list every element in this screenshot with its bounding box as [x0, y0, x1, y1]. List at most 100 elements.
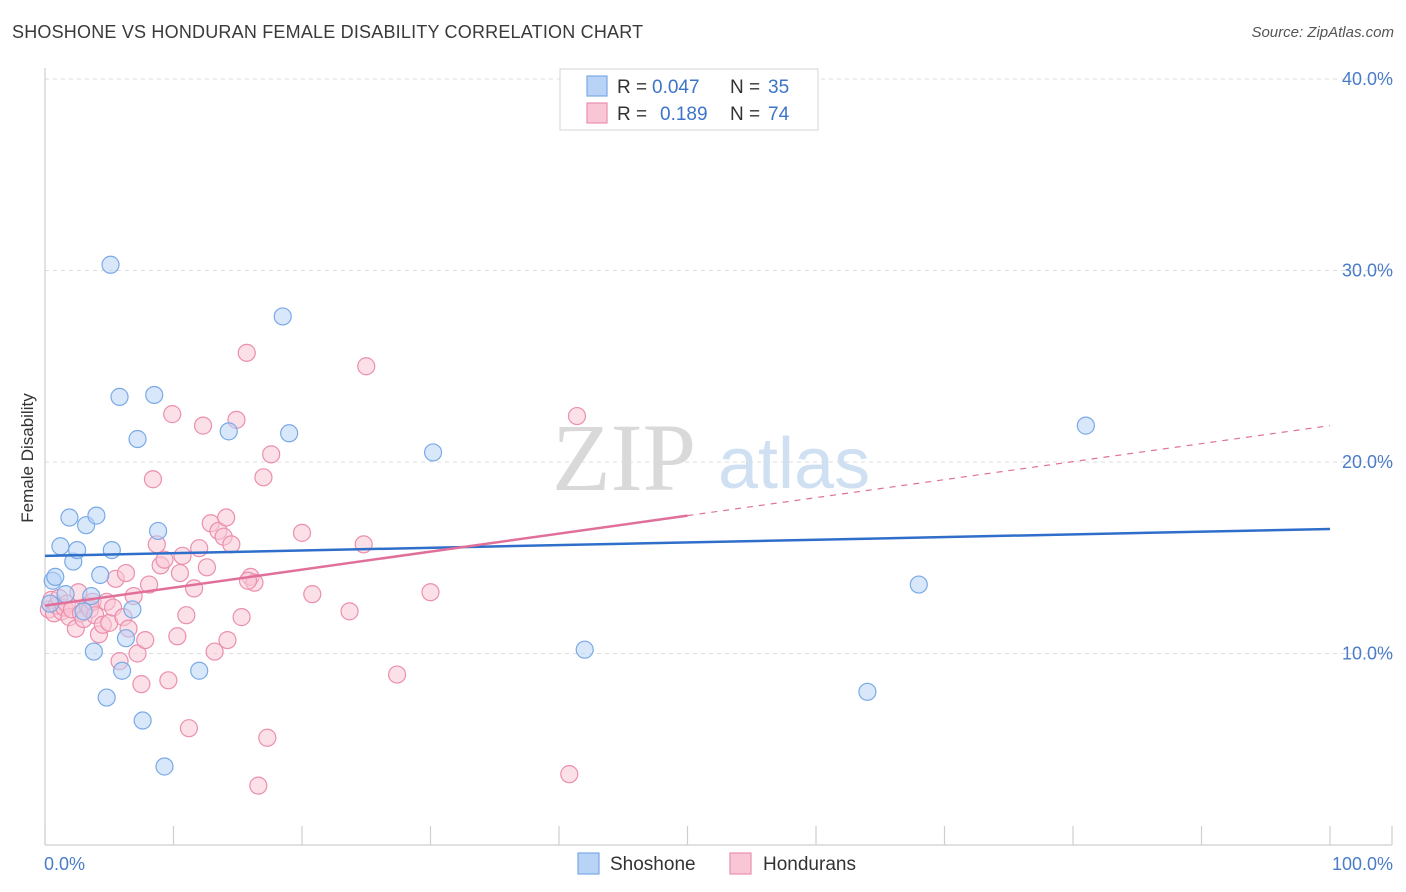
shoshone-point-16 [116, 629, 136, 648]
honduran-point-38 [168, 627, 187, 646]
honduran-point-30 [136, 630, 155, 650]
honduran-point-31 [139, 575, 159, 594]
shoshone-point-4 [60, 508, 79, 527]
honduran-point-54 [237, 343, 256, 362]
y-tick-label-10: 10.0% [1342, 644, 1393, 664]
shoshone-point-1 [46, 567, 65, 587]
honduran-trend-line-extension [687, 425, 1331, 517]
honduran-point-61 [217, 508, 236, 527]
shoshone-point-26 [273, 307, 292, 326]
shoshone-point-10 [87, 506, 106, 525]
honduran-point-36 [159, 671, 178, 690]
honduran-point-59 [258, 728, 277, 747]
shoshone-point-15 [112, 661, 132, 680]
y-tick-labels: 10.0% 20.0% 30.0% 40.0% [1342, 69, 1393, 664]
honduran-point-67 [387, 665, 407, 684]
shoshone-point-32 [1076, 416, 1095, 435]
shoshone-point-2 [51, 537, 70, 556]
honduran-point-44 [193, 416, 213, 435]
honduran-point-71 [170, 563, 190, 583]
shoshone-point-18 [101, 255, 120, 274]
bottom-legend-swatch-honduran [729, 852, 752, 875]
honduran-point-28 [128, 644, 147, 663]
honduran-point-35 [155, 550, 174, 569]
x-tick-label-min: 0.0% [44, 854, 85, 874]
shoshone-point-27 [280, 424, 299, 443]
legend-r-label-honduran: R = [617, 104, 647, 125]
honduran-point-43 [190, 539, 209, 558]
shoshone-point-11 [91, 565, 110, 585]
bottom-legend: Shoshone Hondurans [577, 852, 856, 875]
shoshone-point-20 [133, 711, 152, 730]
grid-lines [45, 78, 1392, 654]
legend-r-value-honduran: 0.189 [660, 104, 708, 125]
honduran-point-69 [560, 765, 579, 784]
shoshone-point-21 [145, 385, 164, 405]
bottom-legend-shoshone: Shoshone [610, 854, 696, 875]
honduran-point-50 [218, 630, 237, 650]
honduran-point-66 [357, 357, 376, 376]
shoshone-point-22 [148, 521, 168, 541]
watermark-atlas: atlas [718, 424, 870, 504]
shoshone-point-17 [123, 600, 142, 619]
honduran-point-72 [238, 571, 258, 590]
honduran-point-51 [222, 535, 241, 554]
legend-swatch-honduran [586, 102, 608, 124]
honduran-point-37 [163, 405, 182, 424]
honduran-point-53 [232, 608, 251, 627]
shoshone-points [41, 255, 1095, 776]
shoshone-point-9 [84, 642, 103, 661]
honduran-point-64 [340, 602, 359, 621]
shoshone-point-8 [82, 586, 101, 606]
y-tick-label-20: 20.0% [1342, 452, 1393, 472]
honduran-point-47 [205, 642, 224, 661]
honduran-point-62 [292, 523, 312, 542]
bottom-legend-hondurans: Hondurans [763, 854, 856, 875]
legend-n-label-honduran: N = [730, 104, 760, 125]
chart-title: SHOSHONE VS HONDURAN FEMALE DISABILITY C… [12, 22, 644, 42]
shoshone-point-31 [909, 575, 928, 594]
honduran-point-68 [421, 583, 440, 602]
legend-r-label-shoshone: R = [617, 77, 647, 98]
watermark: ZIP atlas [552, 404, 870, 511]
y-tick-label-40: 40.0% [1342, 69, 1393, 89]
honduran-trend-line [44, 514, 688, 607]
honduran-point-58 [254, 468, 273, 487]
shoshone-point-12 [97, 688, 116, 707]
honduran-point-45 [197, 558, 217, 577]
x-tick-label-max: 100.0% [1332, 854, 1393, 874]
shoshone-point-30 [858, 682, 877, 701]
shoshone-point-13 [102, 540, 121, 560]
honduran-point-73 [116, 563, 136, 583]
honduran-point-40 [177, 606, 196, 625]
shoshone-point-34 [74, 602, 93, 621]
honduran-point-42 [184, 579, 204, 598]
source-note: Source: ZipAtlas.com [1251, 24, 1394, 41]
honduran-point-60 [262, 445, 281, 464]
legend-n-label-shoshone: N = [730, 77, 760, 98]
y-tick-label-30: 30.0% [1342, 261, 1393, 281]
legend-r-value-shoshone: 0.047 [652, 77, 700, 98]
trend-lines [44, 425, 1331, 607]
legend-box: R = 0.047 N = 35 R = 0.189 N = 74 [559, 68, 819, 131]
shoshone-point-28 [423, 443, 443, 462]
honduran-point-70 [567, 406, 587, 426]
x-tick-labels: 0.0% 100.0% [44, 854, 1393, 874]
shoshone-point-25 [219, 422, 238, 441]
legend-swatch-shoshone [586, 75, 608, 97]
honduran-point-39 [173, 546, 192, 565]
honduran-point-29 [132, 675, 151, 694]
bottom-legend-swatch-shoshone [577, 852, 600, 875]
shoshone-point-19 [128, 429, 147, 449]
honduran-point-57 [249, 776, 268, 795]
shoshone-point-29 [575, 640, 594, 659]
honduran-point-41 [179, 719, 199, 738]
shoshone-point-14 [110, 387, 129, 406]
honduran-point-32 [143, 470, 163, 489]
shoshone-trend-line [44, 527, 1331, 558]
honduran-point-63 [303, 585, 322, 604]
shoshone-point-3 [56, 585, 75, 604]
axes [44, 68, 1393, 846]
shoshone-point-23 [155, 757, 174, 776]
